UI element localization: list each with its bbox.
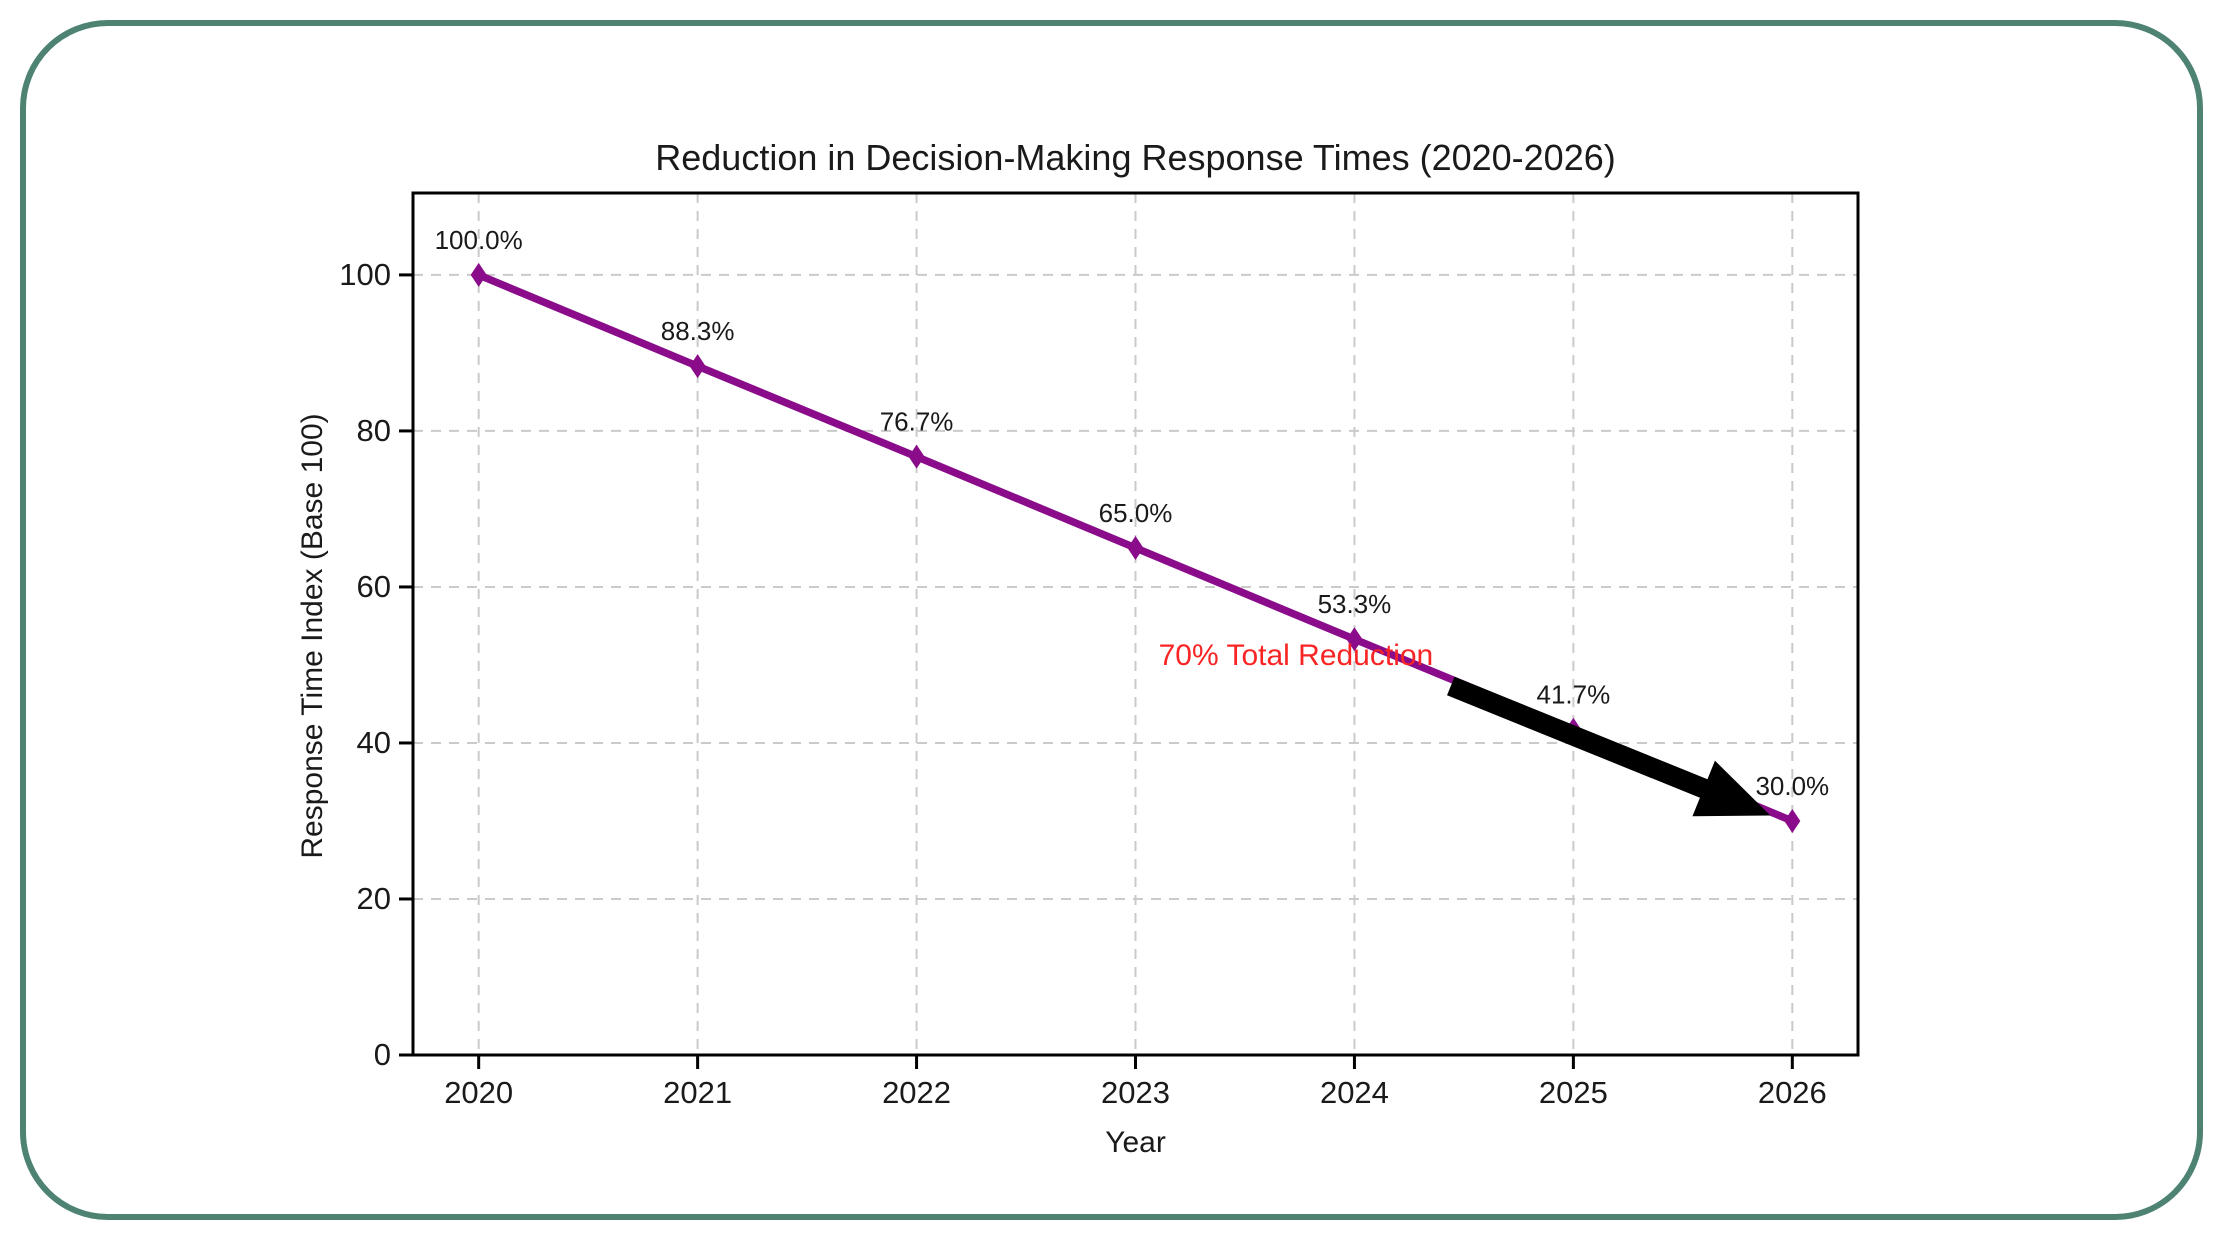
x-tick-label: 2022 [882, 1075, 951, 1110]
x-tick-label: 2020 [444, 1075, 513, 1110]
data-point-label: 41.7% [1537, 680, 1611, 710]
y-tick-label: 80 [357, 413, 391, 448]
trend-arrow-head [1692, 760, 1771, 817]
x-tick-label: 2024 [1320, 1075, 1389, 1110]
data-point-label: 53.3% [1318, 589, 1392, 619]
data-point-label: 88.3% [661, 316, 735, 346]
data-point-label: 30.0% [1755, 771, 1829, 801]
x-tick-label: 2023 [1101, 1075, 1170, 1110]
x-tick-label: 2026 [1758, 1075, 1827, 1110]
data-point-label: 100.0% [435, 225, 523, 255]
y-tick-label: 60 [357, 569, 391, 604]
data-point-marker [689, 354, 706, 379]
x-tick-label: 2021 [663, 1075, 732, 1110]
rounded-frame [20, 20, 2203, 1220]
y-tick-label: 40 [357, 725, 391, 760]
data-point-label: 65.0% [1099, 498, 1173, 528]
data-point-marker [1127, 535, 1144, 560]
chart-title: Reduction in Decision-Making Response Ti… [655, 137, 1616, 178]
x-tick-label: 2025 [1539, 1075, 1608, 1110]
y-tick-label: 100 [339, 257, 391, 292]
data-point-marker [1784, 808, 1801, 833]
data-point-marker [1346, 627, 1363, 652]
y-tick-label: 0 [374, 1037, 391, 1072]
trend-arrow-shaft [1447, 676, 1724, 805]
y-tick-label: 20 [357, 881, 391, 916]
x-axis-label: Year [1105, 1126, 1166, 1159]
data-point-marker [908, 444, 925, 469]
annotation-text: 70% Total Reduction [1159, 639, 1434, 672]
data-point-marker [470, 262, 487, 287]
data-point-label: 76.7% [880, 407, 954, 437]
